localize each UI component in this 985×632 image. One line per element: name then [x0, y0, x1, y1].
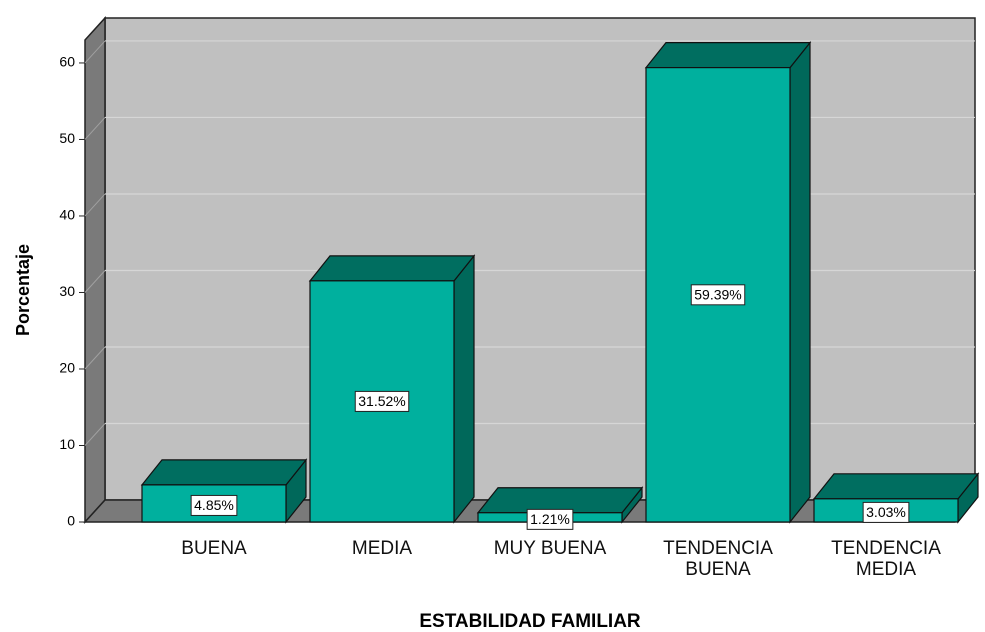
grid-line: [84, 193, 106, 217]
value-label: 1.21%: [530, 511, 570, 527]
y-tick-label: 0: [67, 513, 75, 529]
value-label-box: [690, 284, 746, 306]
grid-line: [84, 40, 106, 64]
y-tick-label: 40: [59, 207, 75, 223]
grid-line: [84, 270, 106, 293]
bar-top: [308, 255, 476, 282]
x-axis-label: ESTABILIDAD FAMILIAR: [419, 611, 641, 632]
grid-line: [84, 117, 106, 140]
plot: 0 10 20 30 40 50 60 4.85% 31.52% 1.21% 59.39% 3.03%: [59, 16, 980, 530]
value-label-box: [190, 494, 238, 516]
grid-line: [84, 423, 106, 446]
bar-side: [789, 40, 811, 524]
back-wall: [104, 17, 976, 501]
y-tick-label: 10: [59, 436, 75, 452]
y-tick-label: 50: [59, 130, 75, 146]
bar-side: [453, 254, 475, 524]
y-tick-label: 30: [59, 283, 75, 299]
x-tick-label: TENDENCIA BUENA: [663, 538, 773, 580]
y-tick-label: 60: [59, 54, 75, 70]
value-label: 4.85%: [194, 497, 234, 513]
bar-top: [812, 473, 980, 500]
x-tick-label: TENDENCIA MEDIA: [831, 538, 941, 580]
grid-line: [84, 346, 106, 370]
value-label-box: [354, 390, 410, 412]
y-axis-label: Porcentaje: [13, 244, 33, 336]
x-tick-label: MUY BUENA: [493, 538, 607, 559]
x-tick-label: BUENA: [181, 538, 247, 559]
value-label-box: [526, 508, 574, 530]
bar-top: [140, 459, 308, 486]
value-label: 31.52%: [358, 393, 405, 409]
value-label: 3.03%: [866, 504, 906, 520]
x-tick-label: MEDIA: [351, 538, 413, 559]
value-label-box: [862, 501, 910, 523]
left-wall: [84, 16, 106, 524]
value-label: 59.39%: [694, 287, 741, 303]
y-tick-label: 20: [59, 360, 75, 376]
bar-top: [644, 42, 812, 69]
